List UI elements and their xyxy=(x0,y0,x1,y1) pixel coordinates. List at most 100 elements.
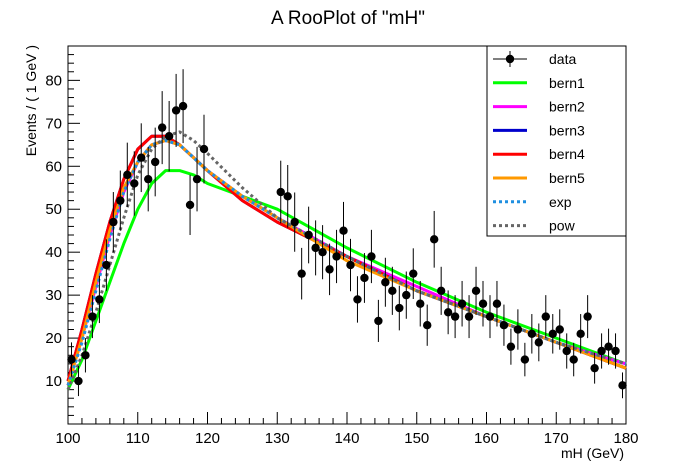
data-point xyxy=(499,321,509,330)
x-tick-label: 170 xyxy=(544,430,569,447)
data-point xyxy=(402,290,411,300)
data-point xyxy=(360,273,369,283)
legend-label-bern5: bern5 xyxy=(549,170,585,186)
data-point xyxy=(123,170,132,180)
data-point xyxy=(618,381,627,390)
legend-box xyxy=(486,45,627,237)
data-point xyxy=(199,144,209,154)
data-point xyxy=(297,269,306,278)
data-point xyxy=(478,299,488,308)
data-point xyxy=(506,342,516,351)
data-point xyxy=(318,247,327,257)
data-point xyxy=(185,200,195,210)
y-tick-label: 70 xyxy=(45,115,62,132)
x-axis-title: mH (GeV) xyxy=(561,445,624,461)
x-tick-label: 130 xyxy=(265,430,290,447)
data-point xyxy=(464,312,474,321)
curve-bern1 xyxy=(66,169,627,391)
data-point xyxy=(144,174,153,184)
legend-label-data: data xyxy=(549,51,576,67)
data-point xyxy=(290,217,299,227)
data-point xyxy=(381,278,390,287)
data-point xyxy=(541,312,550,321)
data-point xyxy=(130,179,139,188)
data-point xyxy=(457,299,467,308)
legend: data bern1 bern2 bern3 bern4 bern5 exp pow xyxy=(486,45,627,237)
data-point xyxy=(485,312,495,321)
legend-label-exp: exp xyxy=(549,194,572,210)
x-tick-label: 100 xyxy=(55,430,80,447)
data-point xyxy=(548,329,557,338)
y-tick-label: 60 xyxy=(45,158,62,175)
data-point xyxy=(520,355,530,364)
data-point xyxy=(178,101,188,111)
data-point xyxy=(513,325,523,334)
data-point xyxy=(576,329,585,338)
x-tick-label: 120 xyxy=(195,430,220,447)
y-tick-label: 20 xyxy=(45,330,62,347)
data-point xyxy=(569,355,578,364)
data-point xyxy=(367,252,376,261)
data-point xyxy=(88,312,97,321)
data-point xyxy=(429,235,439,244)
data-point xyxy=(555,325,564,334)
data-point xyxy=(109,217,118,227)
data-point xyxy=(604,342,613,351)
data-point xyxy=(157,123,167,132)
data-point xyxy=(346,260,355,270)
data-point xyxy=(137,153,146,162)
data-point xyxy=(339,226,348,235)
x-tick-label: 110 xyxy=(126,430,150,447)
data-point xyxy=(276,187,285,197)
data-point xyxy=(67,355,76,364)
legend-label-bern4: bern4 xyxy=(549,146,585,162)
data-point xyxy=(95,295,104,304)
y-tick-label: 50 xyxy=(45,201,62,218)
data-point xyxy=(116,196,125,205)
x-tick-label: 180 xyxy=(613,430,638,447)
data-point xyxy=(374,316,383,326)
y-tick-label: 30 xyxy=(45,287,62,304)
data-point xyxy=(81,351,90,360)
data-point xyxy=(192,174,202,184)
data-point xyxy=(492,299,502,308)
data-point xyxy=(332,252,341,261)
data-point xyxy=(583,312,592,321)
data-point xyxy=(597,346,606,356)
data-point xyxy=(416,299,425,308)
data-point xyxy=(471,286,481,296)
data-point xyxy=(409,269,418,278)
plot-area: 100 110 120 130 140 150 160 170 180 10 20 30 40 50 60 7… xyxy=(45,45,639,447)
data-point xyxy=(562,346,571,356)
legend-label-bern2: bern2 xyxy=(549,99,585,115)
legend-label-pow: pow xyxy=(549,218,576,234)
data-point xyxy=(150,157,160,167)
y-tick-label: 10 xyxy=(45,373,62,390)
data-point xyxy=(353,295,362,304)
data-point xyxy=(74,376,83,386)
data-point xyxy=(304,230,313,240)
data-point xyxy=(388,286,397,296)
x-tick-label: 140 xyxy=(334,430,359,447)
data-point xyxy=(325,265,334,274)
data-point xyxy=(436,286,446,296)
x-tick-label: 160 xyxy=(474,430,499,447)
legend-label-bern3: bern3 xyxy=(549,122,585,138)
data-point xyxy=(450,312,460,321)
data-point xyxy=(164,132,174,141)
legend-symbol-data-marker xyxy=(505,54,515,64)
y-tick-label: 80 xyxy=(45,72,62,89)
data-point xyxy=(527,329,537,338)
data-point xyxy=(283,192,292,201)
data-point xyxy=(534,338,544,347)
data-point xyxy=(311,243,320,253)
data-point xyxy=(611,346,620,356)
data-point xyxy=(590,363,599,373)
x-tick-label: 150 xyxy=(404,430,429,447)
data-point xyxy=(395,303,404,313)
chart-title: A RooPlot of "mH" xyxy=(271,8,425,29)
curve-pow xyxy=(66,130,627,391)
data-point xyxy=(423,321,432,330)
data-point xyxy=(102,260,111,270)
